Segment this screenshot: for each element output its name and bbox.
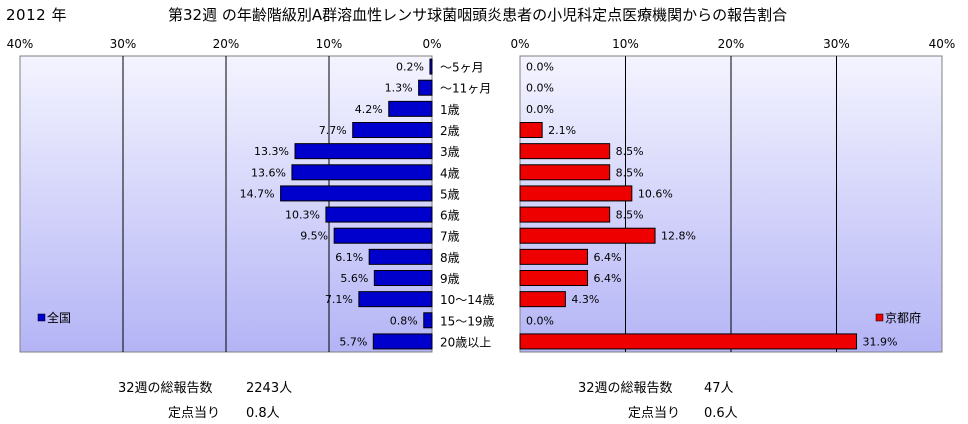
legend-swatch-national	[37, 313, 46, 322]
left-tick-label: 0%	[422, 37, 441, 51]
chart-title: 第32週 の年齢階級別A群溶血性レンサ球菌咽頭炎患者の小児科定点医療機関からの報…	[168, 6, 788, 24]
left-data-label: 7.1%	[325, 293, 353, 306]
category-label: 6歳	[440, 209, 460, 223]
left-bar	[280, 185, 433, 202]
right-data-label: 31.9%	[863, 335, 898, 348]
category-label: 2歳	[440, 124, 460, 138]
left-data-label: 10.3%	[285, 209, 320, 222]
legend-swatch-kyoto	[875, 313, 884, 322]
right-data-label: 8.5%	[616, 166, 644, 179]
left-bar	[358, 291, 433, 308]
left-bar	[388, 100, 433, 117]
right-total-label: 32週の総報告数	[578, 381, 673, 396]
left-bar	[423, 312, 433, 329]
left-data-label: 13.3%	[254, 145, 289, 158]
category-label: 〜11ヶ月	[440, 82, 491, 96]
right-bar	[519, 206, 611, 223]
right-data-label: 2.1%	[548, 124, 576, 137]
left-data-label: 7.7%	[319, 124, 347, 137]
left-tick-label: 10%	[316, 37, 343, 51]
right-data-label: 8.5%	[616, 145, 644, 158]
left-tick-label: 20%	[213, 37, 240, 51]
category-label: 5歳	[440, 187, 460, 201]
category-label: 4歳	[440, 166, 460, 180]
left-data-label: 5.6%	[340, 272, 368, 285]
category-label: 10〜14歳	[440, 293, 495, 307]
legend-label-kyoto: 京都府	[885, 310, 921, 325]
category-label: 15〜19歳	[440, 314, 495, 328]
right-bar	[519, 291, 566, 308]
left-data-label: 0.2%	[396, 61, 424, 74]
right-data-label: 8.5%	[616, 209, 644, 222]
category-label: 9歳	[440, 272, 460, 286]
right-total-value: 47人	[704, 381, 734, 396]
left-bar	[373, 270, 433, 286]
left-total-value: 2243人	[246, 381, 293, 396]
right-bar	[519, 270, 589, 286]
year-label: 2012 年	[6, 6, 67, 24]
category-label: 〜5ヶ月	[440, 61, 484, 75]
right-per-value: 0.6人	[704, 406, 738, 421]
right-bar	[519, 333, 858, 350]
right-tick-label: 40%	[929, 37, 956, 51]
right-bar	[519, 185, 633, 202]
right-bar	[519, 143, 611, 160]
left-per-label: 定点当り	[168, 406, 221, 421]
left-bar	[372, 333, 433, 350]
left-data-label: 1.3%	[385, 82, 413, 95]
left-tick-label: 40%	[7, 37, 34, 51]
left-tick-label: 30%	[110, 37, 137, 51]
category-label: 20歳以上	[440, 335, 491, 349]
left-total-label: 32週の総報告数	[118, 381, 213, 396]
left-bar	[333, 227, 433, 244]
right-data-label: 0.0%	[526, 314, 554, 327]
right-tick-label: 10%	[612, 37, 639, 51]
left-bar	[325, 206, 433, 223]
right-data-label: 0.0%	[526, 61, 554, 74]
left-data-label: 4.2%	[355, 103, 383, 116]
left-bar	[429, 58, 433, 75]
left-bar	[352, 122, 433, 138]
left-data-label: 0.8%	[390, 314, 418, 327]
left-data-label: 13.6%	[251, 166, 286, 179]
right-data-label: 6.4%	[594, 251, 622, 264]
left-per-value: 0.8人	[246, 406, 280, 421]
right-tick-label: 20%	[718, 37, 745, 51]
category-label: 7歳	[440, 230, 460, 244]
right-tick-label: 30%	[823, 37, 850, 51]
right-data-label: 4.3%	[571, 293, 599, 306]
right-tick-label: 0%	[510, 37, 529, 51]
left-bar	[368, 248, 433, 265]
right-data-label: 10.6%	[638, 187, 673, 200]
left-bar	[418, 79, 433, 96]
right-bar	[519, 248, 589, 265]
right-per-label: 定点当り	[628, 406, 681, 421]
right-bar	[519, 122, 543, 138]
category-label: 1歳	[440, 103, 460, 117]
category-label: 8歳	[440, 251, 460, 265]
left-data-label: 6.1%	[335, 251, 363, 264]
right-data-label: 12.8%	[661, 230, 696, 243]
category-label: 3歳	[440, 145, 460, 159]
right-data-label: 0.0%	[526, 82, 554, 95]
left-data-label: 14.7%	[240, 187, 275, 200]
legend-label-national: 全国	[47, 310, 71, 325]
right-data-label: 0.0%	[526, 103, 554, 116]
left-bar	[291, 164, 433, 181]
left-data-label: 9.5%	[300, 230, 328, 243]
right-data-label: 6.4%	[594, 272, 622, 285]
left-data-label: 5.7%	[339, 335, 367, 348]
right-bar	[519, 227, 656, 244]
left-bar	[294, 143, 433, 160]
right-bar	[519, 164, 611, 181]
